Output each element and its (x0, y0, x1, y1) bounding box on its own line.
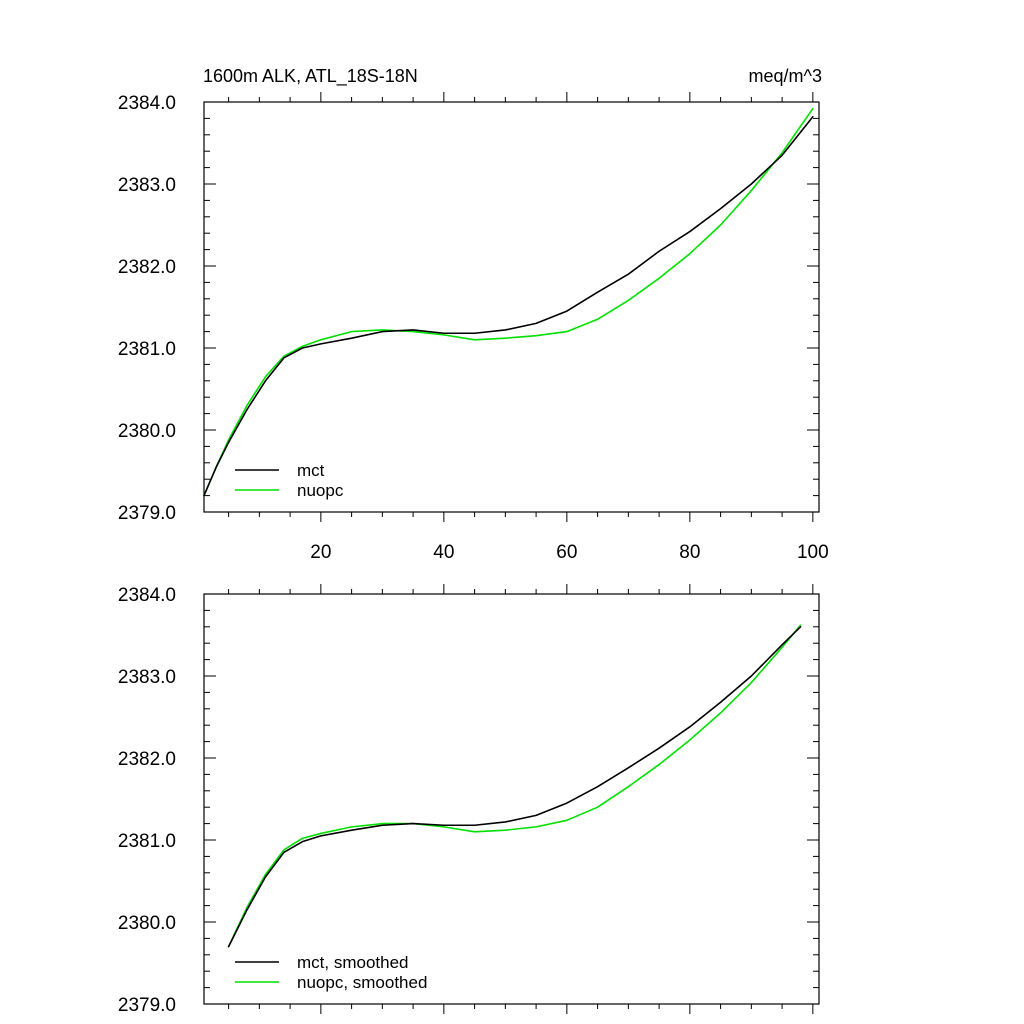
y-tick-label: 2379.0 (118, 995, 176, 1016)
chart-title: 1600m ALK, ATL_18S-18N (203, 66, 418, 87)
legend: mct, smoothed nuopc, smoothed (235, 953, 427, 992)
y-tick-label: 2384.0 (118, 585, 176, 606)
series-layer (227, 624, 802, 948)
y-axis-tick-labels: 2379.0 2380.0 2381.0 2382.0 2383.0 2384.0 (118, 585, 176, 1016)
y-tick-label: 2383.0 (118, 667, 176, 688)
y-tick-label: 2380.0 (118, 421, 176, 442)
series-line-nuopc-smoothed (227, 624, 802, 948)
plot-frame (203, 593, 820, 1005)
axis-ticks (204, 92, 819, 522)
series-layer (203, 107, 814, 497)
y-tick-label: 2381.0 (118, 831, 176, 852)
x-axis-tick-labels: 20 40 60 80 100 (310, 542, 828, 563)
chart-units: meq/m^3 (749, 66, 822, 86)
series-line-nuopc (203, 107, 814, 497)
plot-frame (203, 101, 820, 513)
x-tick-label: 20 (310, 542, 331, 563)
x-tick-label: 80 (679, 542, 700, 563)
y-tick-label: 2379.0 (118, 503, 176, 524)
series-line-mct (203, 115, 814, 497)
y-tick-label: 2384.0 (118, 93, 176, 114)
y-tick-label: 2380.0 (118, 913, 176, 934)
y-tick-label: 2383.0 (118, 175, 176, 196)
x-tick-label: 100 (797, 542, 829, 563)
x-tick-label: 40 (433, 542, 454, 563)
y-tick-label: 2382.0 (118, 749, 176, 770)
axis-ticks (204, 584, 819, 1014)
legend-label-nuopc: nuopc (297, 481, 344, 500)
legend: mct nuopc (235, 461, 344, 500)
legend-label-mct-smoothed: mct, smoothed (297, 953, 409, 972)
panel-top: 1600m ALK, ATL_18S-18N meq/m^3 2379.0 238… (118, 66, 829, 563)
legend-label-nuopc-smoothed: nuopc, smoothed (297, 973, 427, 992)
y-tick-label: 2381.0 (118, 339, 176, 360)
legend-label-mct: mct (297, 461, 325, 480)
y-tick-label: 2382.0 (118, 257, 176, 278)
x-tick-label: 60 (556, 542, 577, 563)
series-line-mct-smoothed (227, 625, 802, 948)
y-axis-tick-labels: 2379.0 2380.0 2381.0 2382.0 2383.0 2384.0 (118, 93, 176, 524)
panel-bottom: 2379.0 2380.0 2381.0 2382.0 2383.0 2384.0 mct… (118, 584, 820, 1016)
